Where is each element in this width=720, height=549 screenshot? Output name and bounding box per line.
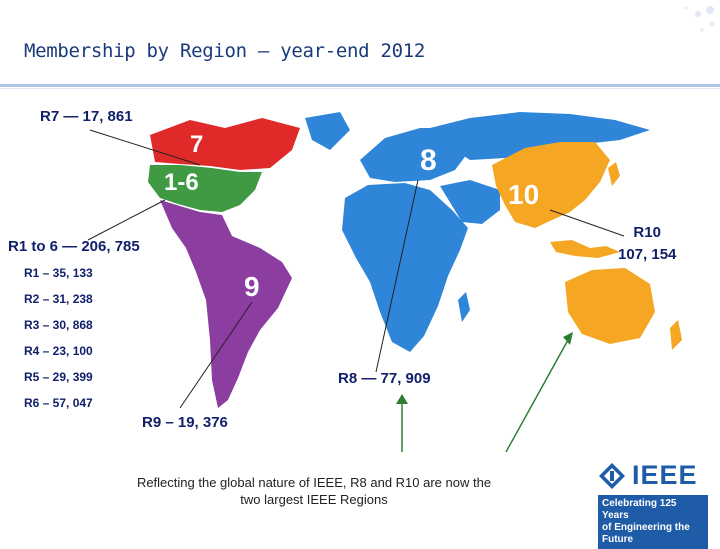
ieee-tagline: Celebrating 125 Years of Engineering the… xyxy=(598,495,708,549)
label-r2: R2 – 31, 238 xyxy=(24,292,93,306)
region-9-shape xyxy=(160,200,292,408)
ieee-tagline-1: Celebrating 125 Years xyxy=(602,498,677,521)
label-r7: R7 — 17, 861 xyxy=(40,108,133,125)
region-10-islands-shape xyxy=(550,240,620,258)
arrow-to-r10 xyxy=(505,339,569,453)
title-divider xyxy=(0,84,720,87)
footnote: Reflecting the global nature of IEEE, R8… xyxy=(136,475,492,507)
label-r10-value: 107, 154 xyxy=(618,246,677,263)
label-r5: R5 – 29, 399 xyxy=(24,370,93,384)
slide-title: Membership by Region – year-end 2012 xyxy=(24,40,426,62)
arrow-head-r8 xyxy=(396,394,408,404)
label-r10: R10 107, 154 xyxy=(618,222,676,266)
label-r4: R4 – 23, 100 xyxy=(24,344,93,358)
title-divider-light xyxy=(0,88,720,89)
label-r10-name: R10 xyxy=(633,224,661,241)
region-number-10: 10 xyxy=(508,179,539,210)
label-r8: R8 — 77, 909 xyxy=(338,370,431,387)
region-number-9: 9 xyxy=(244,271,260,302)
leader-line-r7 xyxy=(89,129,201,166)
region-8-russia-shape xyxy=(430,112,650,160)
region-number-8: 8 xyxy=(420,144,437,177)
leader-line-r8 xyxy=(375,179,419,373)
region-7-shape xyxy=(150,118,300,170)
new-zealand-shape xyxy=(670,320,682,350)
label-r1: R1 – 35, 133 xyxy=(24,266,93,280)
region-number-7: 7 xyxy=(190,131,203,158)
region-10-asia-shape xyxy=(492,142,610,228)
ieee-logo: IEEE Celebrating 125 Years of Engineerin… xyxy=(598,460,708,549)
japan-shape xyxy=(608,162,620,186)
label-r3: R3 – 30, 868 xyxy=(24,318,93,332)
region-1-6-shape xyxy=(148,165,262,212)
ieee-diamond-icon xyxy=(599,462,625,489)
label-r6: R6 – 57, 047 xyxy=(24,396,93,410)
greenland-shape xyxy=(305,112,350,150)
madagascar-shape xyxy=(458,292,470,322)
region-8-europe-shape xyxy=(360,128,470,182)
region-10-australia-shape xyxy=(565,268,655,344)
label-r9: R9 – 19, 376 xyxy=(142,414,228,431)
ieee-tagline-2: of Engineering the Future xyxy=(602,522,690,545)
ieee-wordmark: IEEE xyxy=(632,460,698,490)
region-8-middle-east-shape xyxy=(440,180,500,224)
region-number-1-6: 1-6 xyxy=(164,169,199,196)
label-r1-6: R1 to 6 — 206, 785 xyxy=(8,238,140,255)
region-8-africa-shape xyxy=(342,183,468,352)
leader-line-r1-6 xyxy=(87,199,166,241)
leader-line-r10 xyxy=(549,209,625,237)
corner-decoration xyxy=(684,6,715,32)
arrow-head-r10 xyxy=(563,332,573,345)
leader-line-r9 xyxy=(179,301,253,409)
